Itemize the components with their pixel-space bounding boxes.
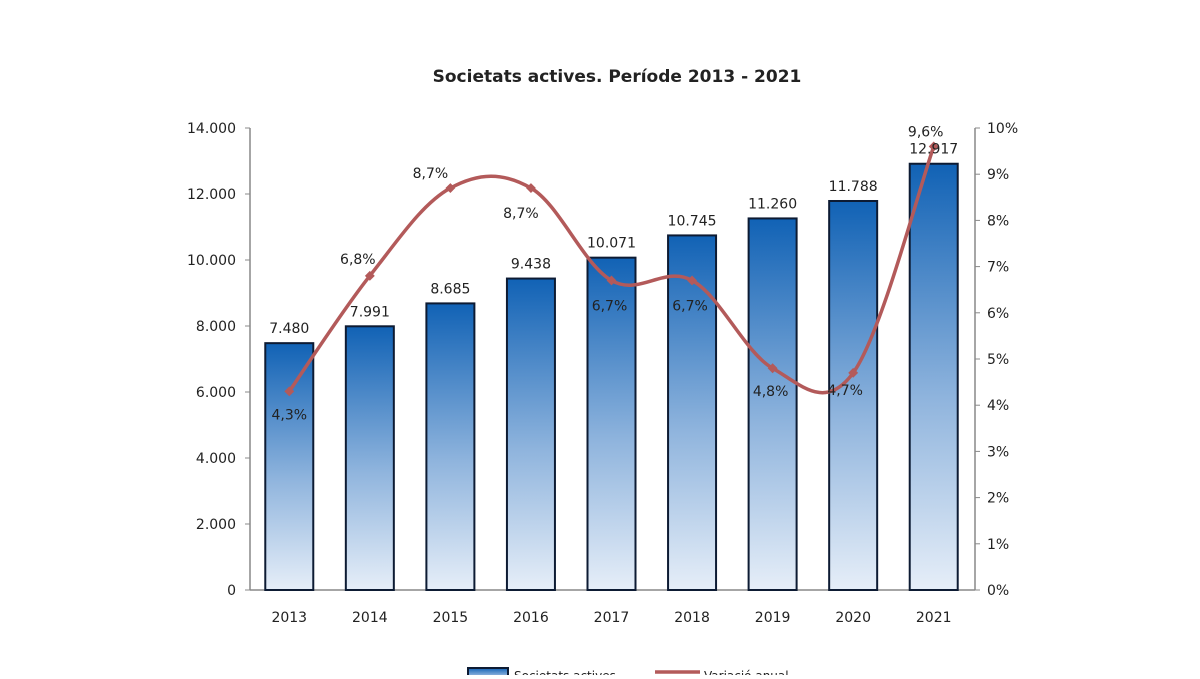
left-tick-label: 12.000: [187, 187, 236, 203]
line-marker: [445, 183, 456, 194]
bar: [908, 162, 959, 591]
line-marker: [606, 275, 617, 286]
x-tick-label: 2019: [755, 610, 791, 626]
line-data-label: 6,8%: [340, 252, 376, 268]
left-tick-label: 0: [227, 583, 236, 599]
bar-data-label: 10.071: [587, 236, 636, 252]
line-data-label: 4,3%: [271, 407, 307, 423]
line-data-label: 6,7%: [592, 298, 628, 314]
bar-data-label: 8.685: [430, 281, 470, 297]
bar-data-label: 9.438: [511, 257, 551, 273]
x-tick-label: 2017: [594, 610, 630, 626]
bar-data-label: 11.260: [748, 196, 797, 212]
bar-data-label: 12.917: [909, 142, 958, 158]
right-tick-label: 9%: [987, 167, 1009, 183]
line-data-label: 8,7%: [413, 166, 449, 182]
left-tick-label: 10.000: [187, 253, 236, 269]
right-tick-label: 6%: [987, 306, 1009, 322]
x-tick-label: 2013: [271, 610, 307, 626]
line-marker: [687, 275, 698, 286]
x-tick-label: 2015: [433, 610, 469, 626]
line-marker: [284, 386, 295, 397]
right-tick-label: 7%: [987, 260, 1009, 276]
line-marker: [364, 270, 375, 281]
left-tick-label: 8.000: [196, 319, 236, 335]
x-tick-label: 2016: [513, 610, 549, 626]
bar: [264, 342, 315, 591]
line-data-label: 6,7%: [672, 298, 708, 314]
x-tick-label: 2018: [674, 610, 710, 626]
right-tick-label: 1%: [987, 537, 1009, 553]
bar: [505, 277, 556, 591]
bar-data-label: 10.745: [668, 213, 717, 229]
right-tick-label: 0%: [987, 583, 1009, 599]
line-data-label: 4,8%: [753, 384, 789, 400]
bar: [667, 234, 718, 591]
x-tick-label: 2014: [352, 610, 388, 626]
x-tick-label: 2020: [835, 610, 871, 626]
chart-title: Societats actives. Període 2013 - 2021: [433, 67, 802, 87]
left-tick-label: 4.000: [196, 451, 236, 467]
bar-data-label: 11.788: [829, 179, 878, 195]
bar-data-label: 7.991: [350, 304, 390, 320]
x-tick-label: 2021: [916, 610, 952, 626]
right-tick-label: 5%: [987, 352, 1009, 368]
bar: [344, 325, 395, 591]
bar: [586, 256, 637, 591]
bar: [425, 302, 476, 591]
right-tick-label: 4%: [987, 398, 1009, 414]
left-tick-label: 6.000: [196, 385, 236, 401]
legend-label: Variació anual: [704, 669, 789, 675]
line-marker: [848, 367, 859, 378]
legend-label: Societats actives: [514, 669, 616, 675]
line-data-label: 8,7%: [503, 206, 539, 222]
right-tick-label: 8%: [987, 213, 1009, 229]
bar: [747, 217, 798, 591]
left-tick-label: 14.000: [187, 121, 236, 137]
bar-data-label: 7.480: [269, 321, 309, 337]
legend-swatch-societats-actives: [467, 667, 509, 679]
line-marker: [928, 141, 939, 152]
right-tick-label: 10%: [987, 121, 1018, 137]
line-marker: [525, 183, 536, 194]
right-tick-label: 3%: [987, 444, 1009, 460]
left-tick-label: 2.000: [196, 517, 236, 533]
line-data-label: 4,7%: [827, 383, 863, 399]
right-tick-label: 2%: [987, 491, 1009, 507]
line-data-label: 9,6%: [908, 124, 944, 140]
line-marker: [767, 363, 778, 374]
bar: [828, 199, 879, 591]
